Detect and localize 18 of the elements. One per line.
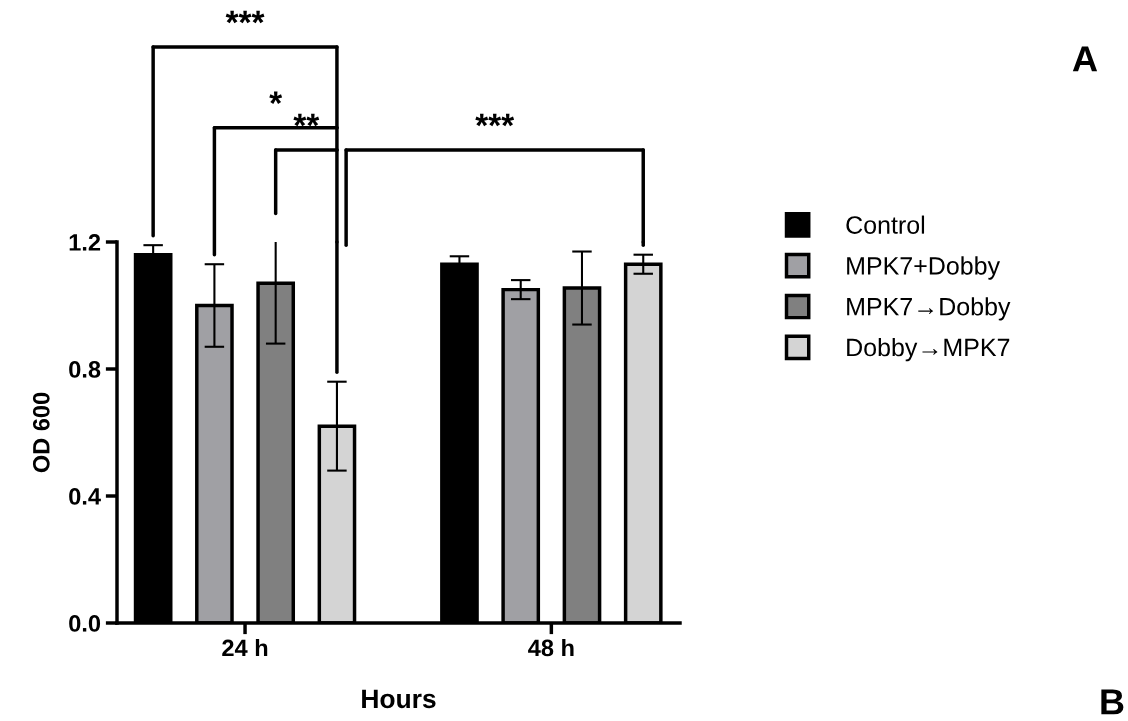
- text: B: [1101, 689, 1124, 715]
- x-axis-title: Hours: [362, 689, 436, 709]
- x-tick-label: 48 h: [528, 638, 574, 657]
- text: ***: [475, 113, 515, 127]
- legend-label: MPK7+Dobby: [847, 256, 1001, 280]
- y-tick-label: 0.0: [69, 615, 101, 632]
- x-tick-label: 24 h: [222, 638, 268, 657]
- text: *: [269, 91, 283, 104]
- y-tick-label: 0.4: [69, 488, 101, 505]
- text: ***: [225, 10, 265, 24]
- y-axis-title: OD 600: [32, 392, 50, 473]
- y-tick-label: 0.8: [69, 361, 101, 378]
- text: **: [293, 113, 320, 127]
- y-tick-label: 1.2: [69, 234, 101, 251]
- legend-label: MPK7→Dobby: [847, 297, 1011, 321]
- text: A: [1072, 46, 1098, 72]
- legend-label: Control: [846, 215, 925, 234]
- legend-label: Dobby→MPK7: [847, 337, 1010, 362]
